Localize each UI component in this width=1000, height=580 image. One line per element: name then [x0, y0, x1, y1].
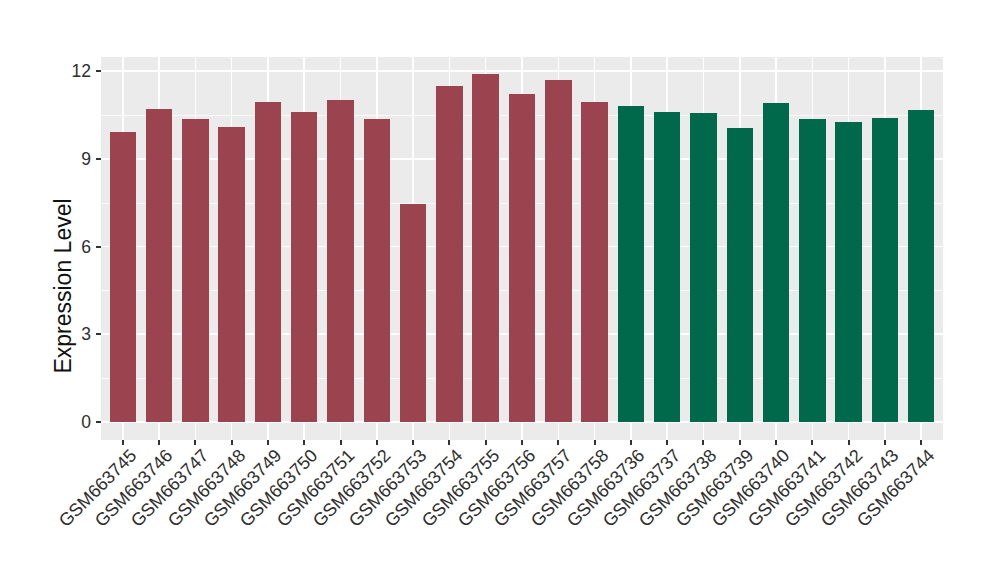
x-tick-mark: [485, 440, 487, 445]
y-tick-label: 12: [39, 62, 91, 80]
bar-GSM663744: [908, 110, 934, 422]
x-tick-mark: [448, 440, 450, 445]
bar-GSM663747: [182, 119, 208, 422]
bar-GSM663751: [327, 100, 353, 422]
bar-GSM663738: [690, 113, 716, 422]
x-tick-mark: [739, 440, 741, 445]
x-tick-mark: [376, 440, 378, 445]
x-tick-mark: [920, 440, 922, 445]
bar-GSM663742: [835, 122, 861, 422]
x-tick-mark: [630, 440, 632, 445]
bar-GSM663741: [799, 119, 825, 422]
bar-GSM663755: [472, 74, 498, 422]
y-tick-label: 0: [39, 413, 91, 431]
x-tick-mark: [122, 440, 124, 445]
bar-GSM663740: [763, 103, 789, 422]
bar-GSM663736: [618, 106, 644, 422]
bar-GSM663758: [581, 102, 607, 422]
x-tick-mark: [303, 440, 305, 445]
x-tick-mark: [811, 440, 813, 445]
y-tick-mark: [96, 246, 101, 248]
x-tick-mark: [267, 440, 269, 445]
expression-bar-chart: Expression Level 036912GSM663745GSM66374…: [0, 0, 1000, 580]
bar-GSM663745: [110, 132, 136, 422]
bar-GSM663746: [146, 109, 172, 422]
bar-GSM663752: [364, 119, 390, 422]
bar-GSM663753: [400, 204, 426, 422]
bar-GSM663754: [436, 86, 462, 422]
bar-GSM663739: [727, 128, 753, 422]
y-tick-label: 6: [39, 238, 91, 256]
x-tick-mark: [702, 440, 704, 445]
x-tick-mark: [158, 440, 160, 445]
x-tick-mark: [412, 440, 414, 445]
major-gridline: [101, 70, 943, 72]
y-tick-mark: [96, 333, 101, 335]
x-tick-mark: [594, 440, 596, 445]
x-tick-mark: [231, 440, 233, 445]
bar-GSM663737: [654, 112, 680, 422]
x-tick-mark: [848, 440, 850, 445]
x-tick-mark: [340, 440, 342, 445]
plot-panel: [101, 57, 943, 440]
bar-GSM663749: [255, 102, 281, 422]
x-tick-mark: [557, 440, 559, 445]
bar-GSM663757: [545, 80, 571, 422]
x-tick-mark: [666, 440, 668, 445]
y-tick-mark: [96, 421, 101, 423]
y-tick-mark: [96, 70, 101, 72]
y-tick-label: 9: [39, 150, 91, 168]
y-axis-title: Expression Level: [50, 136, 80, 436]
y-tick-mark: [96, 158, 101, 160]
x-tick-mark: [775, 440, 777, 445]
bar-GSM663756: [509, 94, 535, 422]
x-tick-mark: [194, 440, 196, 445]
bar-GSM663748: [218, 127, 244, 422]
bar-GSM663743: [872, 118, 898, 422]
x-tick-mark: [521, 440, 523, 445]
y-tick-label: 3: [39, 325, 91, 343]
bar-GSM663750: [291, 112, 317, 422]
x-tick-mark: [884, 440, 886, 445]
